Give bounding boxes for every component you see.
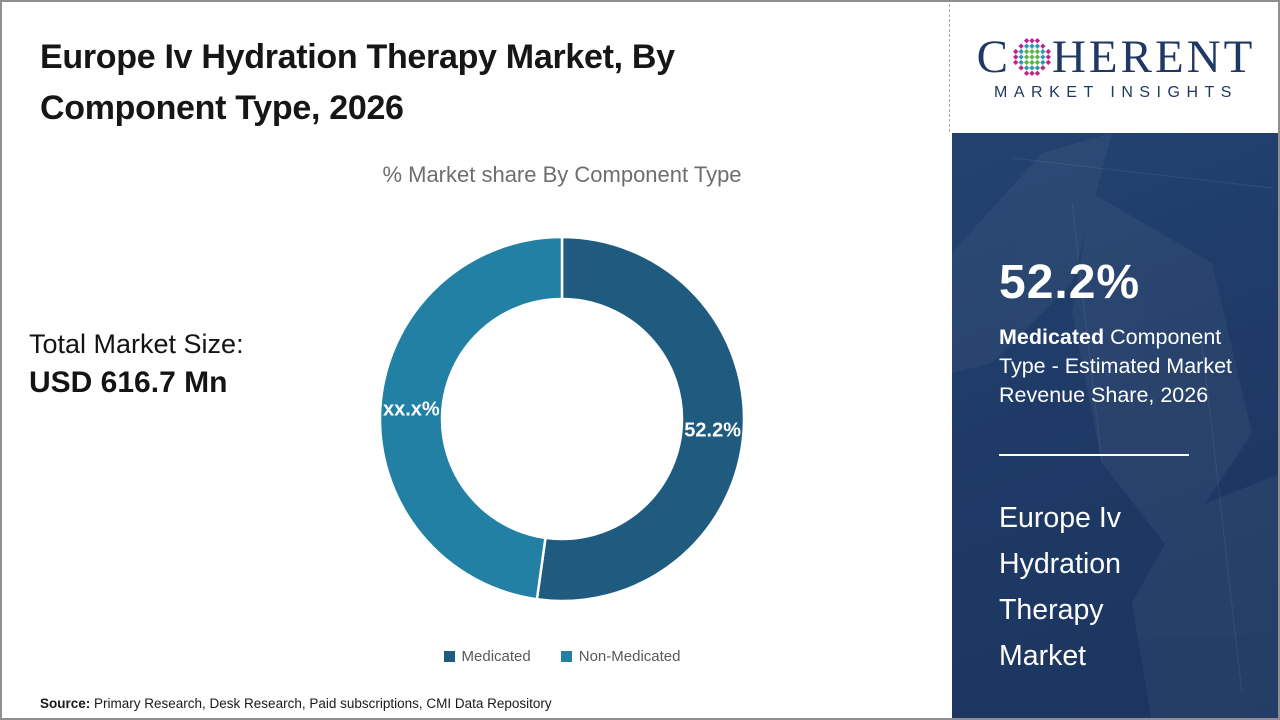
brand-logo-wordmark: C HERENT (976, 30, 1256, 83)
logo-dashed-divider (949, 4, 950, 132)
source-label: Source: (40, 696, 91, 711)
page-title: Europe Iv Hydration Therapy Market, By C… (40, 38, 675, 127)
sidebar: 52.2% Medicated Component Type - Estimat… (952, 133, 1278, 718)
legend-item-non-medicated: Non-Medicated (560, 648, 681, 665)
sidebar-stat-segment: Medicated (999, 325, 1105, 349)
legend-label: Medicated (461, 648, 531, 665)
sidebar-stat-value: 52.2% (999, 256, 1141, 309)
dot-globe-icon (1013, 38, 1051, 76)
sidebar-stat-description: Medicated Component Type - Estimated Mar… (999, 323, 1261, 410)
legend-swatch (443, 651, 455, 662)
sidebar-stat-rest: Component Type - Estimated Market Revenu… (999, 325, 1232, 407)
total-market-size-label: Total Market Size: (29, 329, 244, 359)
brand-letters-rest: HERENT (1051, 30, 1256, 83)
source-text: Primary Research, Desk Research, Paid su… (90, 696, 552, 711)
donut-chart: 52.2% xx.x% (378, 235, 746, 603)
legend-swatch (560, 651, 572, 662)
chart-legend: Medicated Non-Medicated (332, 648, 792, 665)
donut-slice-non-medicated (378, 235, 564, 601)
donut-slice-label: xx.x% (383, 399, 440, 421)
total-market-size-value: USD 616.7 Mn (29, 366, 228, 399)
legend-item-medicated: Medicated (443, 648, 531, 665)
donut-slice-medicated (535, 235, 746, 603)
total-market-size-block: Total Market Size: USD 616.7 Mn (29, 325, 244, 403)
brand-tagline: MARKET INSIGHTS (994, 83, 1238, 101)
brand-logo: C HERENT MARKET INSIGHTS (952, 2, 1278, 133)
legend-label: Non-Medicated (578, 648, 681, 665)
donut-slice-label: 52.2% (684, 419, 741, 441)
sidebar-market-name: Europe Iv Hydration Therapy Market (999, 502, 1121, 672)
chart-subtitle: % Market share By Component Type (382, 162, 742, 187)
brand-letter-c: C (976, 30, 1011, 83)
sidebar-divider (999, 454, 1189, 456)
source-line: Source: Primary Research, Desk Research,… (40, 696, 552, 711)
